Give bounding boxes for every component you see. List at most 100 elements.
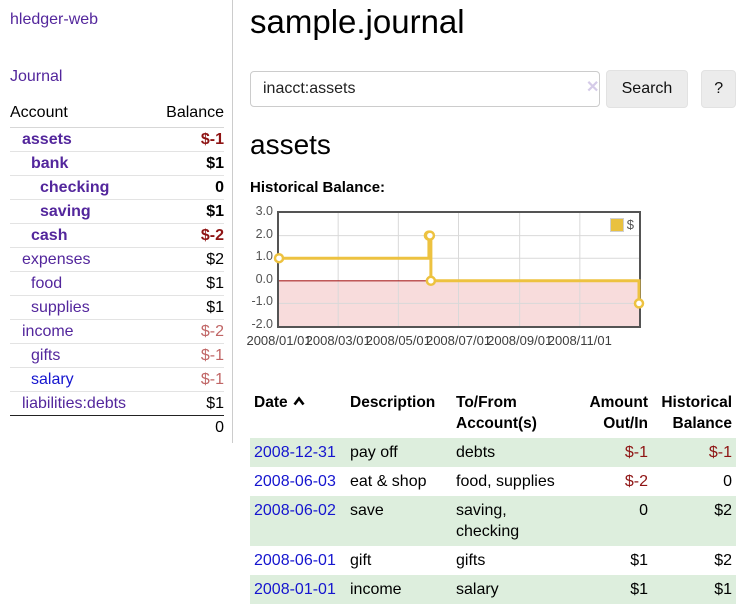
transaction-amount: $1 bbox=[630, 581, 648, 598]
y-axis-label: 3.0 bbox=[255, 204, 273, 218]
account-link[interactable]: income bbox=[22, 322, 74, 340]
account-row: gifts $-1 bbox=[10, 344, 224, 368]
account-row: income $-2 bbox=[10, 320, 224, 344]
col-header-balance: Historical Balance bbox=[652, 368, 736, 438]
account-row: assets $-1 bbox=[10, 128, 224, 152]
app-title-link[interactable]: hledger-web bbox=[10, 11, 99, 28]
x-axis-label: 2008/01/01 bbox=[246, 333, 312, 348]
sidebar-item-journal[interactable]: Journal bbox=[10, 68, 63, 85]
account-balance: $1 bbox=[206, 394, 224, 412]
data-point bbox=[425, 275, 437, 287]
account-link[interactable]: supplies bbox=[31, 298, 90, 316]
account-link[interactable]: liabilities:debts bbox=[22, 394, 127, 412]
account-link[interactable]: saving bbox=[40, 202, 91, 220]
x-axis-label: 2008/05/01 bbox=[365, 333, 431, 348]
account-link[interactable]: cash bbox=[31, 226, 68, 244]
transaction-description: gift bbox=[350, 552, 372, 569]
account-link[interactable]: salary bbox=[31, 370, 74, 388]
transaction-date: 2008-01-01 bbox=[250, 575, 346, 604]
account-heading: assets bbox=[250, 129, 331, 160]
search-input[interactable] bbox=[250, 71, 600, 107]
sidebar: hledger-web Journal Account Balance asse… bbox=[0, 0, 233, 443]
balance-column-header: Balance bbox=[166, 104, 224, 121]
account-balance: $-2 bbox=[200, 226, 224, 244]
col-header-date[interactable]: Date bbox=[250, 368, 346, 438]
transaction-balance: $2 bbox=[714, 552, 732, 569]
account-link[interactable]: gifts bbox=[31, 346, 61, 364]
data-point bbox=[424, 230, 436, 241]
account-row: food $1 bbox=[10, 272, 224, 296]
account-balance: $-2 bbox=[200, 322, 224, 340]
legend-label: $ bbox=[626, 217, 634, 232]
accounts-total-row: 0 bbox=[10, 416, 224, 440]
accounts-table: Account Balance assets $-1 bank $1 checking 0… bbox=[10, 101, 224, 440]
account-row: saving $1 bbox=[10, 200, 224, 224]
transaction-accounts: gifts bbox=[456, 552, 486, 569]
y-axis-label: 2.0 bbox=[255, 226, 273, 241]
y-axis-label: 1.0 bbox=[255, 249, 273, 264]
chart-title: Historical Balance: bbox=[250, 179, 386, 196]
register-row: 2008-06-01 gift gifts $1 $2 bbox=[250, 546, 736, 575]
page-title: sample.journal bbox=[250, 3, 465, 40]
transaction-date-link[interactable]: 2008-06-02 bbox=[254, 502, 336, 519]
account-link[interactable]: bank bbox=[31, 154, 69, 172]
transaction-description: pay off bbox=[350, 444, 398, 461]
col-header-balance-label: Historical Balance bbox=[661, 394, 732, 432]
register-table: Date Description To/From Account(s) Amou… bbox=[250, 368, 736, 604]
transaction-date-link[interactable]: 2008-06-03 bbox=[254, 473, 336, 490]
x-axis-label: 2008/03/01 bbox=[305, 333, 371, 348]
accounts-table-body: assets $-1 bank $1 checking 0 saving $1 cash $-2 e… bbox=[10, 128, 224, 416]
register-row: 2008-12-31 pay off debts $-1 $-1 bbox=[250, 438, 736, 467]
transaction-date-link[interactable]: 2008-12-31 bbox=[254, 444, 336, 461]
transaction-balance: $1 bbox=[714, 581, 732, 598]
y-axis-label: -2.0 bbox=[251, 317, 273, 331]
account-balance: 0 bbox=[215, 178, 224, 196]
help-button[interactable]: ? bbox=[701, 70, 736, 108]
transaction-date-link[interactable]: 2008-06-01 bbox=[254, 552, 336, 569]
register-table-body: 2008-12-31 pay off debts $-1 $-1 2008-06-03 ea… bbox=[250, 438, 736, 604]
account-balance: $2 bbox=[206, 250, 224, 268]
search-button[interactable]: Search bbox=[605, 70, 689, 108]
account-row: bank $1 bbox=[10, 152, 224, 176]
account-row: checking 0 bbox=[10, 176, 224, 200]
y-axis-label: -1.0 bbox=[251, 294, 273, 309]
legend-swatch-icon bbox=[609, 217, 624, 232]
sort-ascending-icon bbox=[293, 396, 305, 406]
main-content: sample.journal ✕ Search ? assets Histori… bbox=[246, 0, 736, 604]
account-row: cash $-2 bbox=[10, 224, 224, 248]
data-point bbox=[273, 252, 285, 264]
col-header-amount-label: Amount Out/In bbox=[589, 394, 648, 432]
account-link[interactable]: food bbox=[31, 274, 63, 292]
register-header-row: Date Description To/From Account(s) Amou… bbox=[250, 368, 736, 438]
transaction-accounts: food, supplies bbox=[456, 473, 555, 490]
transaction-date: 2008-12-31 bbox=[250, 438, 346, 467]
transaction-accounts: debts bbox=[456, 444, 496, 461]
account-link[interactable]: checking bbox=[40, 178, 110, 196]
account-balance: $1 bbox=[206, 298, 224, 316]
search-form: ✕ Search ? bbox=[250, 70, 736, 108]
data-point bbox=[633, 298, 645, 309]
transaction-amount: $1 bbox=[630, 552, 648, 569]
account-link[interactable]: expenses bbox=[22, 250, 91, 268]
col-header-amount: Amount Out/In bbox=[574, 368, 652, 438]
chart-legend: $ bbox=[609, 217, 634, 232]
chart-canvas bbox=[273, 213, 645, 326]
transaction-date-link[interactable]: 2008-01-01 bbox=[254, 581, 336, 598]
transaction-balance: $2 bbox=[714, 502, 732, 519]
transaction-date: 2008-06-03 bbox=[250, 467, 346, 496]
account-balance: $1 bbox=[206, 154, 224, 172]
account-link[interactable]: assets bbox=[22, 130, 72, 148]
historical-balance-chart: $ 3.0 2.0 1.0 0.0 -1.0 -2.0 2008/01/01 2008/03/… bbox=[246, 201, 736, 351]
account-column-header: Account bbox=[10, 104, 68, 121]
col-header-description: Description bbox=[346, 368, 452, 438]
register-row: 2008-01-01 income salary $1 $1 bbox=[250, 575, 736, 604]
x-axis-label: 2008/07/01 bbox=[425, 333, 492, 348]
x-axis-label: 2008/11/01 bbox=[547, 333, 612, 348]
transaction-date: 2008-06-01 bbox=[250, 546, 346, 575]
clear-search-icon[interactable]: ✕ bbox=[586, 79, 600, 96]
account-balance: $-1 bbox=[200, 130, 224, 148]
accounts-total-value: 0 bbox=[215, 419, 224, 436]
account-balance: $1 bbox=[206, 274, 224, 292]
chart-plot: $ bbox=[273, 211, 645, 328]
col-header-date-label: Date bbox=[254, 394, 288, 411]
